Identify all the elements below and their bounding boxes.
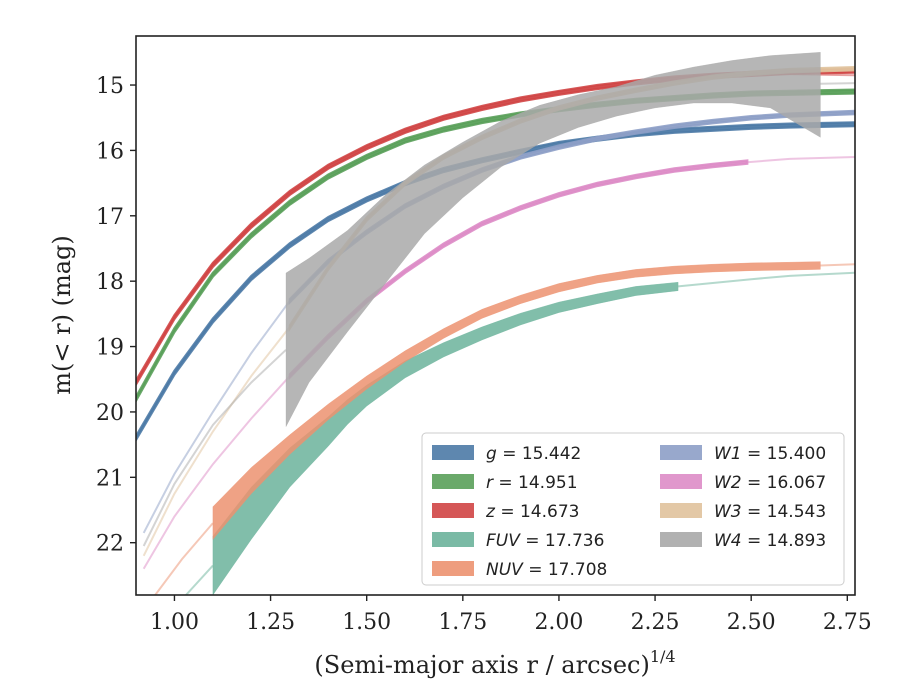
- y-tick-label: 17: [96, 205, 124, 230]
- x-tick-label: 1.75: [438, 610, 487, 635]
- legend-label-band: W2: [714, 473, 742, 493]
- legend-label-band: W1: [714, 444, 742, 464]
- curve-extension-w2: [142, 375, 291, 570]
- x-tick-label: 2.75: [823, 610, 872, 635]
- curve-extension-fuv: [185, 564, 214, 595]
- x-tick-label: 1.50: [342, 610, 391, 635]
- legend-label-band: FUV: [486, 531, 521, 551]
- x-axis: 1.00 1.25 1.50 1.75 2.00 2.25 2.50 2.75: [150, 595, 872, 635]
- band-w4: [285, 52, 821, 427]
- band-nuv: [212, 261, 821, 541]
- legend-label-value: = 17.708: [523, 560, 608, 580]
- x-axis-label-exponent: 1/4: [650, 647, 676, 666]
- y-axis-label: m(< r) (mag): [48, 235, 76, 394]
- legend-swatch-z: [432, 503, 474, 518]
- legend-swatch-w3: [660, 503, 702, 518]
- legend-swatch-w4: [660, 532, 702, 547]
- y-tick-label: 21: [96, 466, 124, 491]
- legend-label-r: r = 14.951: [486, 473, 578, 493]
- legend-swatch-r: [432, 474, 474, 489]
- legend-swatch-w1: [660, 445, 702, 460]
- x-axis-label-text: (Semi-major axis r / arcsec): [314, 651, 649, 679]
- band-z: [136, 67, 855, 387]
- legend-label-w2: W2 = 16.067: [714, 473, 826, 493]
- y-axis: 15 16 17 18 19 20 21 22: [96, 74, 136, 557]
- curve-extension-fuv: [678, 271, 855, 288]
- legend-swatch-fuv: [432, 532, 474, 547]
- legend-label-w3: W3 = 14.543: [714, 502, 826, 522]
- legend-swatch-g: [432, 445, 474, 460]
- curve-extension-w2: [747, 156, 855, 164]
- y-tick-label: 22: [96, 532, 124, 557]
- x-axis-label: (Semi-major axis r / arcsec)1/4: [314, 647, 675, 679]
- legend-label-value: = 16.067: [742, 473, 827, 493]
- curve-extension-w3: [142, 326, 291, 557]
- legend-label-w1: W1 = 15.400: [714, 444, 826, 464]
- y-tick-label: 18: [96, 270, 124, 295]
- band-w2: [288, 159, 749, 381]
- legend-label-band: W3: [714, 502, 742, 522]
- legend-swatch-w2: [660, 474, 702, 489]
- legend-label-z: z = 14.673: [485, 502, 579, 522]
- legend-label-band: NUV: [486, 560, 524, 580]
- legend-label-value: = 15.442: [497, 444, 582, 464]
- curve-extension-w4: [142, 349, 287, 547]
- curve-extension-nuv: [820, 263, 855, 267]
- curve-extension-nuv: [154, 522, 214, 595]
- y-tick-label: 15: [96, 74, 124, 99]
- legend-label-band: W4: [714, 531, 742, 551]
- legend-label-band: r: [486, 473, 494, 493]
- y-tick-label: 19: [96, 336, 124, 361]
- legend-label-nuv: NUV = 17.708: [486, 560, 607, 580]
- legend-label-value: = 15.400: [742, 444, 827, 464]
- y-tick-label: 20: [96, 401, 124, 426]
- legend-label-band: g: [486, 444, 497, 464]
- curve-extension-w1: [142, 300, 291, 534]
- legend-label-value: = 14.951: [493, 473, 578, 493]
- band-r: [136, 88, 855, 404]
- legend-label-fuv: FUV = 17.736: [486, 531, 604, 551]
- x-tick-label: 2.00: [534, 610, 583, 635]
- curve-extension-w4: [820, 82, 855, 85]
- band-g: [136, 121, 855, 443]
- legend-label-g: g = 15.442: [486, 444, 581, 464]
- legend-label-w4: W4 = 14.893: [714, 531, 826, 551]
- x-tick-label: 2.25: [631, 610, 680, 635]
- plot-area: [136, 52, 855, 595]
- x-tick-label: 1.25: [246, 610, 295, 635]
- x-tick-label: 2.50: [727, 610, 776, 635]
- legend-swatch-nuv: [432, 561, 474, 576]
- legend-label-value: = 17.736: [520, 531, 605, 551]
- legend-frame: [421, 432, 845, 586]
- x-tick-label: 1.00: [150, 610, 199, 635]
- y-tick-label: 16: [96, 139, 124, 164]
- legend-label-value: = 14.893: [742, 531, 827, 551]
- legend-label-value: = 14.673: [495, 502, 580, 522]
- legend-label-band: z: [485, 502, 496, 522]
- plot-frame: [135, 35, 856, 596]
- legend-label-value: = 14.543: [742, 502, 827, 522]
